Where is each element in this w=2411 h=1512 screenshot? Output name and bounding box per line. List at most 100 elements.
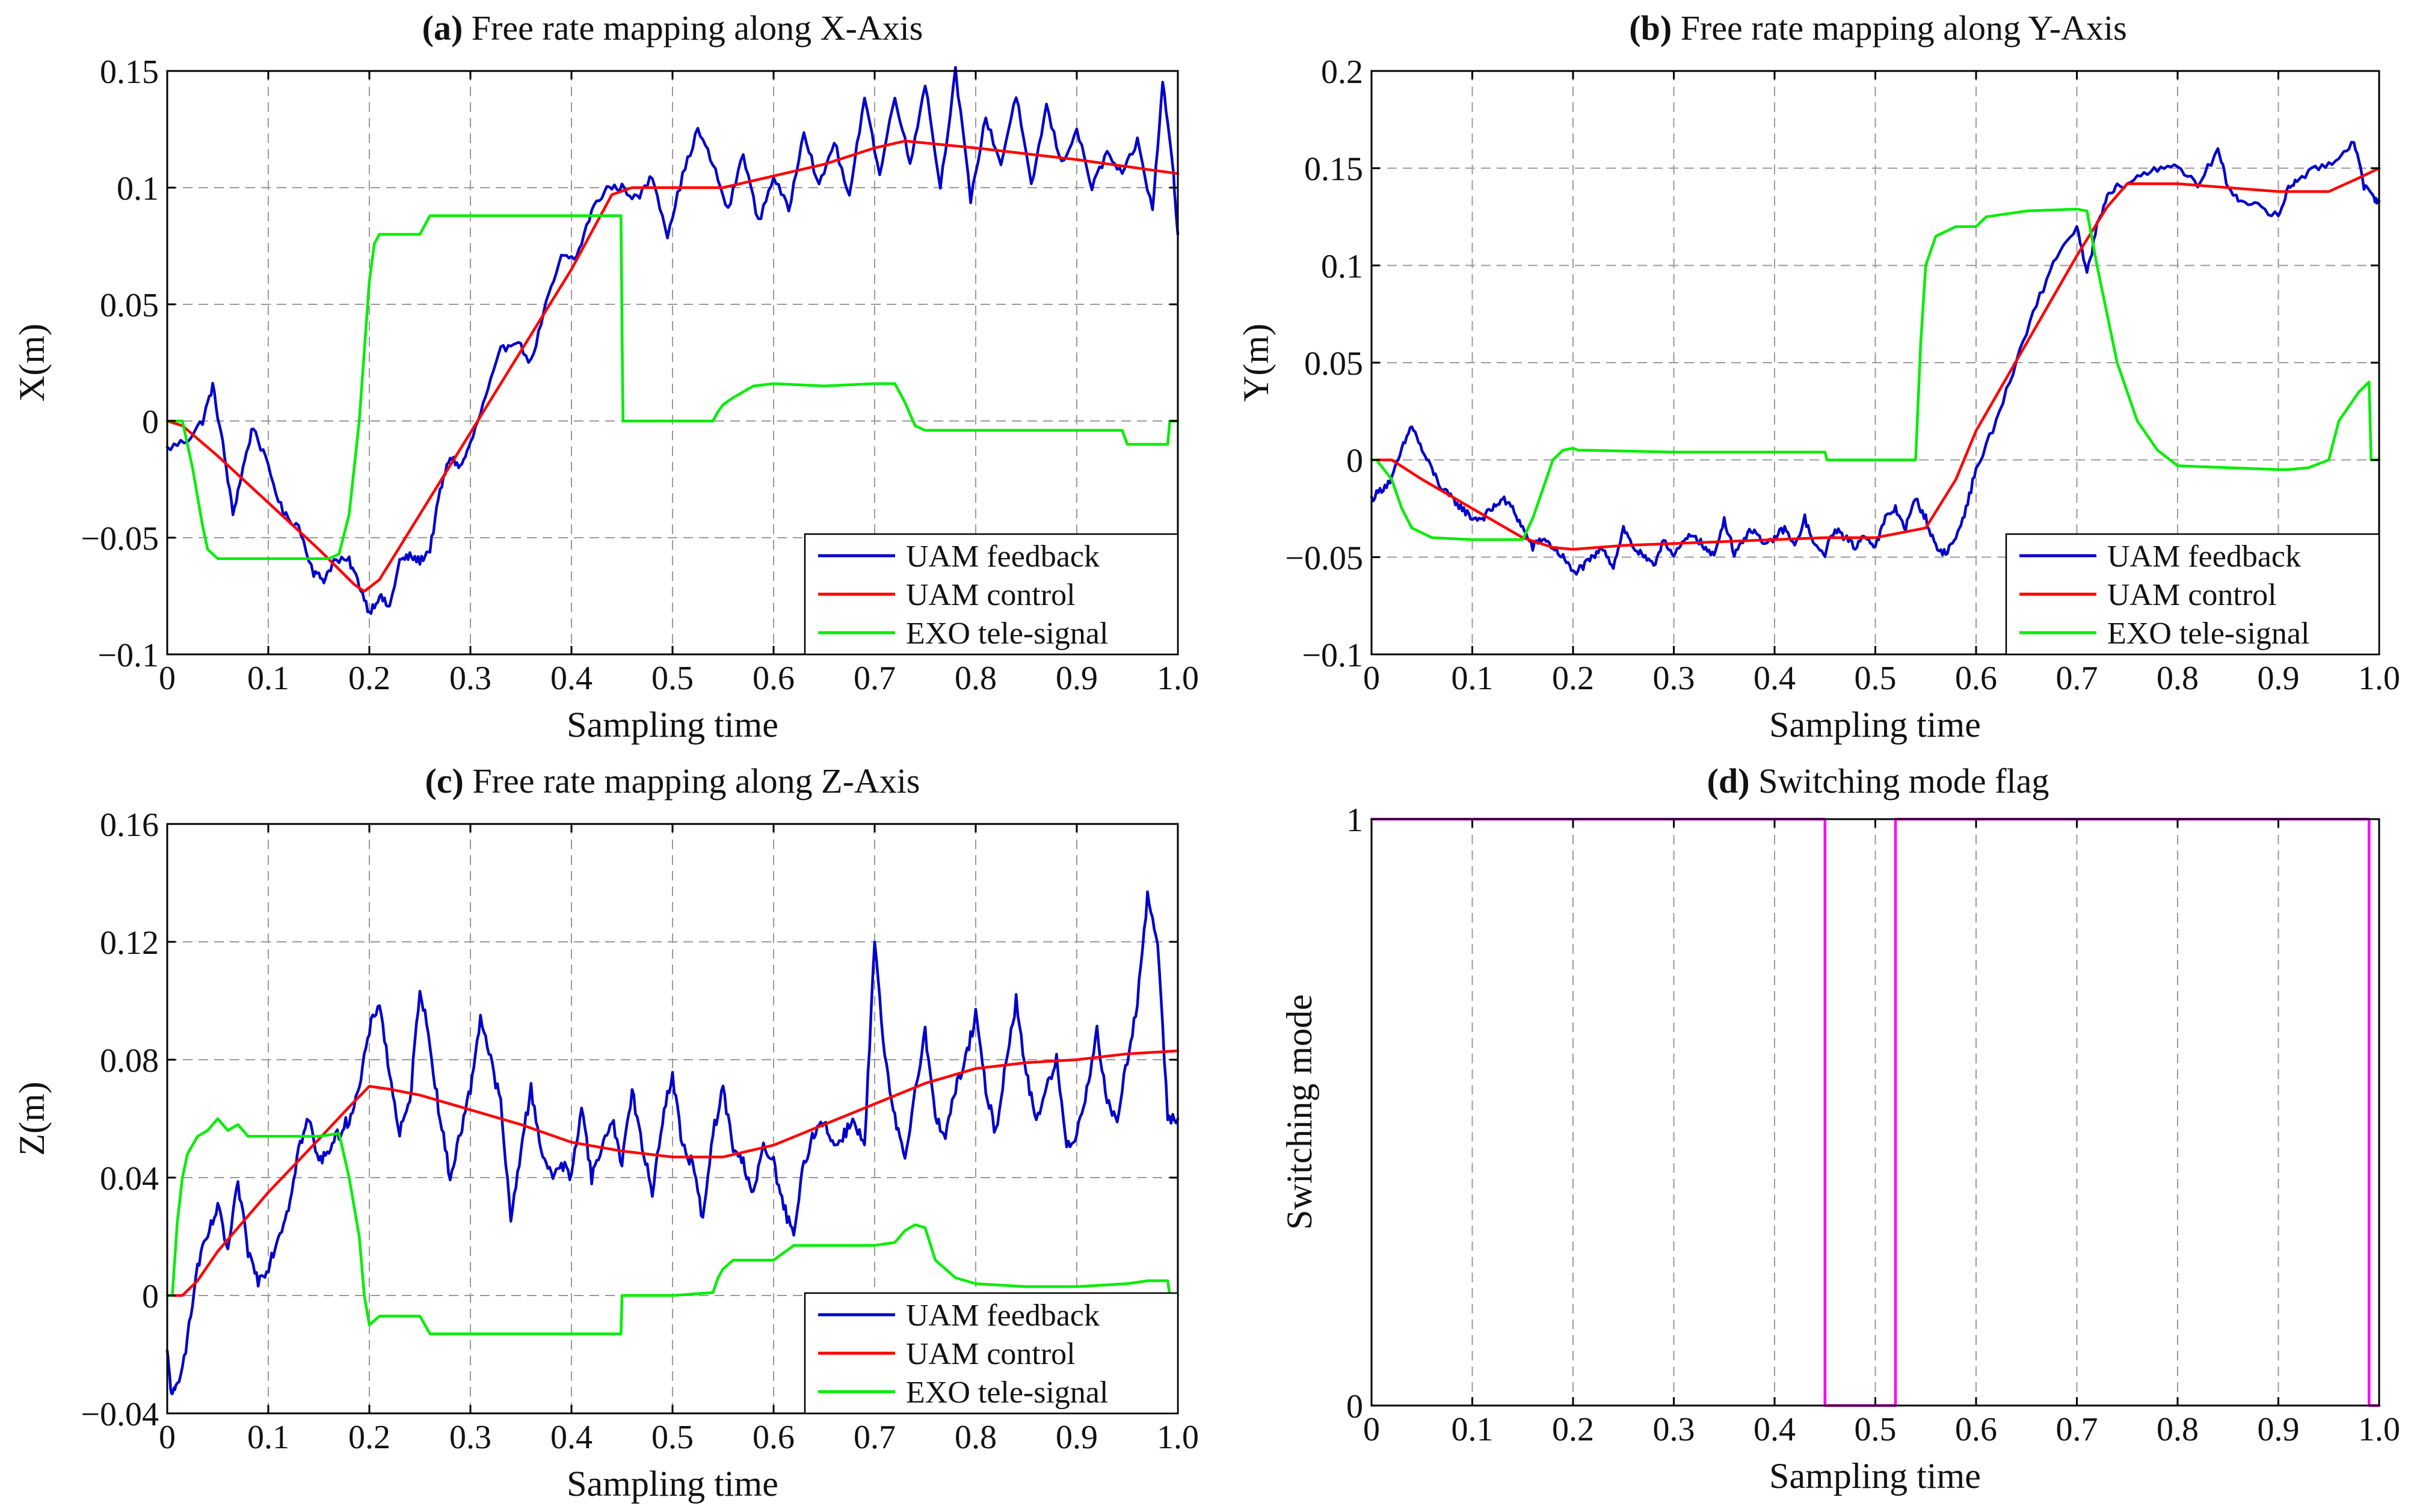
x-tick-label: 0.4: [1754, 660, 1796, 697]
series-line-exo-tele-signal: [1370, 207, 2381, 541]
series-lines: [1370, 817, 2381, 1407]
y-axis-label: Z(m): [12, 1081, 52, 1155]
y-tick-label: 0.05: [100, 287, 159, 324]
x-tick-label: 1.0: [1157, 660, 1199, 697]
panel-title: (d) Switching mode flag: [1707, 761, 2049, 801]
x-tick-label: 0.9: [2258, 1411, 2300, 1448]
y-axis-label: Y(m): [1236, 324, 1276, 402]
axis-ticks: 0 0.1 0.2 0.3 0.4 0.5 0.6 0.7 0.8 0.9 1.0 −0.1 −0.05…: [81, 54, 1199, 697]
y-tick-label: 0: [1346, 443, 1363, 480]
x-tick-label: 0.3: [1653, 660, 1695, 697]
x-tick-label: 0.8: [2157, 660, 2199, 697]
x-tick-label: 0.3: [1653, 1411, 1695, 1448]
axis-ticks: 0 0.1 0.2 0.3 0.4 0.5 0.6 0.7 0.8 0.9 1.0 0 1: [1346, 802, 2400, 1448]
x-tick-label: 0.9: [1056, 1419, 1098, 1456]
x-tick-label: 0.3: [449, 1419, 491, 1456]
y-tick-label: 0.15: [1304, 151, 1363, 188]
x-tick-label: 0.2: [348, 660, 390, 697]
legend-label-uam-feedback: UAM feedback: [906, 1298, 1100, 1333]
y-tick-label: −0.1: [1302, 637, 1363, 674]
y-tick-label: 0.04: [100, 1160, 159, 1197]
legend-label-uam-feedback: UAM feedback: [2107, 539, 2301, 574]
series-line-uam-feedback: [165, 66, 1180, 615]
legend-label-exo-tele-signal: EXO tele-signal: [906, 1375, 1108, 1410]
panel-title-text: Free rate mapping along Z-Axis: [464, 761, 920, 801]
x-tick-label: 0.7: [854, 660, 896, 697]
x-tick-label: 0.9: [2258, 660, 2300, 697]
series-line-uam-control: [165, 1049, 1180, 1297]
y-axis-label: Switching mode: [1279, 994, 1319, 1230]
series-line-exo-tele-signal: [165, 214, 1180, 561]
series-lines: [165, 890, 1180, 1395]
series-lines: [165, 66, 1180, 615]
x-tick-label: 0.6: [1955, 660, 1997, 697]
x-tick-label: 0.7: [2056, 660, 2098, 697]
x-tick-label: 0.5: [651, 660, 694, 697]
x-tick-label: 0.3: [449, 660, 491, 697]
x-tick-label: 1.0: [2358, 660, 2400, 697]
axes-frame: [1370, 818, 2380, 1407]
x-axis-label: Sampling time: [1769, 1456, 1981, 1496]
x-tick-label: 0.5: [651, 1419, 694, 1456]
series-line-uam-feedback: [1370, 141, 2381, 576]
x-axis-label: Sampling time: [567, 705, 778, 745]
x-axis-label: Sampling time: [1769, 705, 1981, 745]
x-tick-label: 0.6: [753, 660, 795, 697]
grid-lines: [1471, 819, 2279, 1406]
x-tick-label: 0: [159, 660, 176, 697]
series-line-uam-control: [165, 140, 1180, 593]
panel-title: (b) Free rate mapping along Y-Axis: [1629, 8, 2126, 48]
x-tick-label: 0: [1363, 1411, 1380, 1448]
panel-title: (a) Free rate mapping along X-Axis: [422, 8, 923, 48]
y-tick-label: −0.04: [81, 1396, 159, 1433]
y-tick-label: 0: [142, 1278, 159, 1315]
y-tick-label: 0.05: [1304, 345, 1363, 383]
y-tick-label: 0.16: [100, 807, 159, 844]
y-axis-label: X(m): [12, 324, 52, 402]
grid-lines: [167, 824, 1178, 1413]
x-tick-label: 1.0: [1157, 1419, 1199, 1456]
axis-ticks: 0 0.1 0.2 0.3 0.4 0.5 0.6 0.7 0.8 0.9 1.0−0.0400.0…: [81, 807, 1199, 1456]
x-tick-label: 0.6: [1955, 1411, 1997, 1448]
x-tick-label: 1.0: [2358, 1411, 2400, 1448]
x-tick-label: 0.7: [854, 1419, 896, 1456]
x-tick-label: 0.1: [1452, 660, 1494, 697]
x-tick-label: 0.8: [955, 1419, 997, 1456]
y-tick-label: −0.05: [81, 520, 159, 558]
legend: UAM feedback UAM control EXO tele-signal: [804, 533, 1179, 656]
x-tick-label: 0.7: [2056, 1411, 2098, 1448]
y-tick-label: −0.1: [97, 637, 159, 674]
series-line-exo-tele-signal: [165, 1117, 1180, 1335]
x-tick-label: 0.8: [955, 660, 997, 697]
legend: UAM feedback UAM control EXO tele-signal: [804, 1292, 1179, 1415]
series-line-switching-mode: [1370, 817, 2381, 1407]
x-tick-label: 0.1: [247, 660, 289, 697]
y-tick-label: 0.08: [100, 1042, 159, 1080]
x-tick-label: 0: [159, 1419, 176, 1456]
x-tick-label: 0.2: [348, 1419, 390, 1456]
x-tick-label: 0.8: [2157, 1411, 2199, 1448]
x-tick-label: 0.9: [1056, 660, 1098, 697]
panel-title-letter: (d): [1707, 761, 1750, 801]
y-tick-label: 0.15: [100, 54, 159, 91]
x-tick-label: 0.5: [1855, 660, 1897, 697]
y-tick-label: 0: [142, 404, 159, 441]
panel-c: (c) Free rate mapping along Z-Axis 0 0.1 0…: [12, 761, 1199, 1504]
panel-a: (a) Free rate mapping along X-Axis 0 0.1 0…: [12, 8, 1199, 745]
x-tick-label: 0.4: [550, 1419, 593, 1456]
legend: UAM feedback UAM control EXO tele-signal: [2005, 533, 2380, 656]
panel-title-text: Switching mode flag: [1750, 761, 2049, 801]
panel-title-letter: (a): [422, 8, 463, 48]
series-line-uam-feedback: [165, 890, 1180, 1395]
y-tick-label: 1: [1346, 802, 1363, 839]
y-tick-label: 0.1: [117, 170, 159, 207]
panel-b: (b) Free rate mapping along Y-Axis 0 0.1 0…: [1236, 8, 2400, 745]
x-tick-label: 0.2: [1552, 660, 1594, 697]
series-line-uam-control: [1370, 167, 2381, 551]
x-tick-label: 0.2: [1552, 1411, 1594, 1448]
y-tick-label: 0: [1346, 1388, 1363, 1425]
legend-label-uam-control: UAM control: [906, 578, 1076, 612]
panel-title-letter: (c): [425, 761, 464, 801]
panel-title-text: Free rate mapping along X-Axis: [463, 8, 923, 48]
